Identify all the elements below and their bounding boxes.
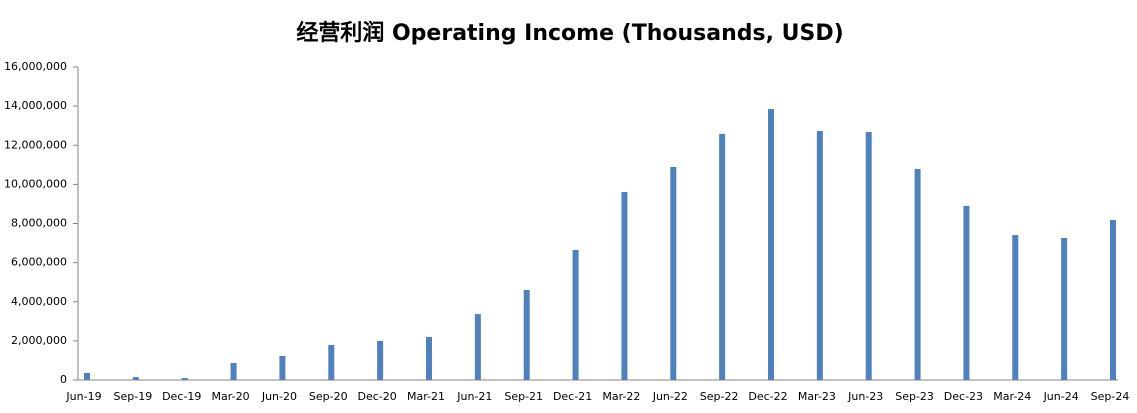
x-tick-label: Dec-23 xyxy=(944,390,983,403)
x-tick-label: Sep-22 xyxy=(700,390,739,403)
bar xyxy=(914,168,921,380)
bar xyxy=(328,344,335,380)
bar xyxy=(572,249,579,380)
bar xyxy=(426,336,432,380)
x-tick-label: Dec-19 xyxy=(162,390,201,403)
bar xyxy=(132,377,139,380)
y-tick-label: 8,000,000 xyxy=(11,217,67,230)
bar xyxy=(279,355,286,380)
y-tick-label: 12,000,000 xyxy=(4,138,67,151)
x-tick-label: Mar-20 xyxy=(212,390,250,403)
bar xyxy=(181,378,188,380)
y-tick-label: 6,000,000 xyxy=(11,256,67,269)
bar xyxy=(523,290,530,380)
bar xyxy=(84,372,90,380)
bar xyxy=(719,133,726,380)
bar xyxy=(1012,235,1019,380)
bar xyxy=(474,314,481,380)
x-tick-label: Jun-22 xyxy=(652,390,688,403)
chart-title: 经营利润 Operating Income (Thousands, USD) xyxy=(296,20,843,46)
y-tick-label: 2,000,000 xyxy=(11,334,67,347)
bar xyxy=(1061,237,1068,380)
bar xyxy=(768,109,774,380)
x-tick-label: Jun-20 xyxy=(261,390,297,403)
x-tick-label: Dec-21 xyxy=(553,390,592,403)
bar xyxy=(1110,219,1116,380)
x-tick-label: Dec-20 xyxy=(358,390,397,403)
x-tick-label: Sep-20 xyxy=(309,390,348,403)
x-tick-label: Mar-23 xyxy=(798,390,836,403)
x-tick-label: Dec-22 xyxy=(748,390,787,403)
x-tick-label: Mar-24 xyxy=(993,390,1031,403)
bar xyxy=(670,166,677,380)
y-tick-label: 0 xyxy=(60,373,67,386)
x-tick-label: Jun-24 xyxy=(1043,390,1079,403)
x-tick-label: Sep-19 xyxy=(114,390,153,403)
y-tick-label: 10,000,000 xyxy=(4,177,67,190)
bar xyxy=(963,205,970,380)
x-tick-label: Jun-23 xyxy=(847,390,883,403)
bar xyxy=(865,131,872,380)
y-tick-label: 14,000,000 xyxy=(4,99,67,112)
x-tick-label: Mar-21 xyxy=(407,390,445,403)
x-tick-label: Sep-21 xyxy=(504,390,543,403)
x-tick-label: Jun-19 xyxy=(65,390,101,403)
bar xyxy=(816,130,823,380)
x-tick-label: Mar-22 xyxy=(602,390,640,403)
x-tick-label: Sep-24 xyxy=(1091,390,1130,403)
x-tick-label: Jun-21 xyxy=(456,390,492,403)
y-tick-label: 4,000,000 xyxy=(11,295,67,308)
x-tick-label: Sep-23 xyxy=(895,390,934,403)
y-tick-label: 16,000,000 xyxy=(4,60,67,73)
bar xyxy=(230,362,237,380)
bar xyxy=(621,192,628,380)
bar xyxy=(377,340,384,380)
